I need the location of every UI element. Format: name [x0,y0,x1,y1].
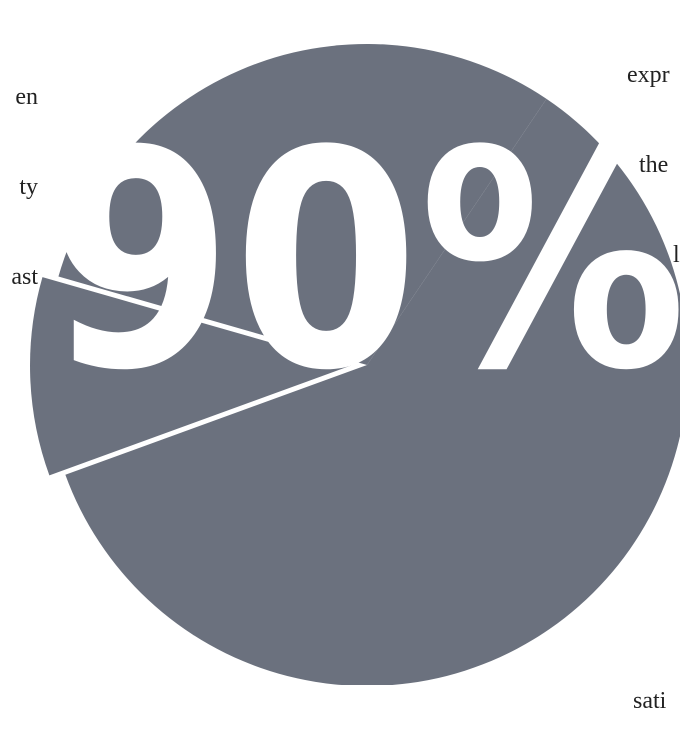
left-text-line: ty [19,174,38,200]
left-text-line: ast [11,264,38,290]
pie-slice-exploded [30,277,352,476]
left-text-fragments: en ty ast [11,22,38,322]
right-text-line: expr [627,62,670,88]
pie-slices [30,43,680,685]
right-text-line: sati [633,688,667,714]
right-text-line: l [673,242,680,268]
pie-slice-major [65,98,680,685]
pie-slice-minor [58,43,547,365]
right-text-line: the [639,152,669,178]
right-top-text-fragments: expr the l [627,0,680,300]
percentage-label: 90% [47,87,680,436]
left-text-line: en [15,84,38,110]
pie-chart: 90% [30,43,680,685]
